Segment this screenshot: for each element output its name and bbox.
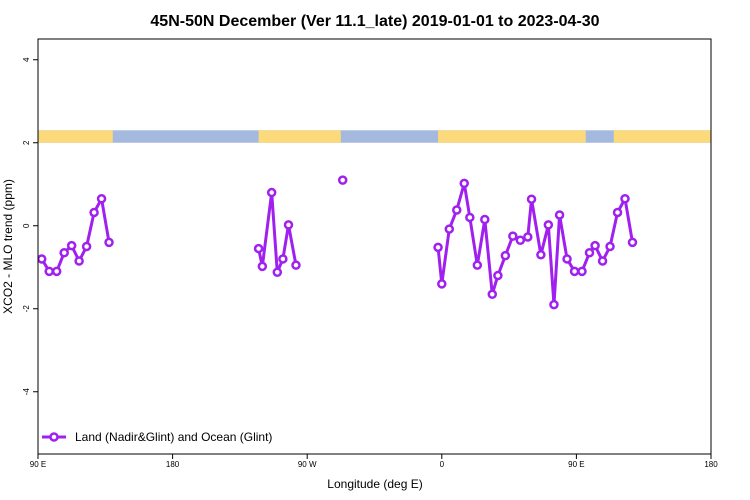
data-point [452,205,462,215]
data-point [459,178,469,189]
data-point [253,243,264,254]
data-point [508,231,518,241]
data-point [433,242,443,253]
data-point [104,237,114,248]
map-strip [38,130,711,143]
axis-ticks: 90 E 180 90 W 0 90 E 180 4 2 0 -2 -4 [22,57,718,469]
data-point [500,250,511,261]
data-point [272,267,283,277]
land-band [258,130,341,143]
y-axis-label: XCO2 - MLO trend (ppm) [1,179,15,314]
data-point [577,266,587,277]
x-tick-label: 180 [166,460,180,469]
series-line [257,191,298,274]
data-point [283,220,294,230]
legend-marker [49,432,59,442]
data-point [89,207,99,218]
data-point [569,266,580,277]
x-tick-label: 180 [704,460,718,469]
data-point [337,175,348,185]
x-tick-label: 90 E [568,460,584,469]
data-point [291,260,301,270]
data-point [605,241,615,252]
data-point [444,224,455,234]
land-band [38,130,113,143]
data-point [620,194,630,204]
data-point [515,235,526,246]
x-tick-label: 90 E [30,460,46,469]
data-point [74,256,84,266]
ocean-band [38,130,711,143]
y-tick-label: 0 [22,223,31,228]
data-point [266,187,277,198]
data-point [278,254,288,264]
data-point [523,232,533,242]
data-point [584,247,595,258]
data-point [38,254,47,264]
data-point [536,250,546,260]
land-band [613,130,711,143]
data-point [66,240,77,251]
data-point [59,247,69,258]
x-tick-label: 0 [440,460,445,469]
data-point [526,194,537,204]
data-point [549,299,559,310]
data-point [44,266,54,277]
legend: Land (Nadir&Glint) and Ocean (Glint) [42,430,272,444]
data-point [543,220,554,230]
y-tick-label: 2 [22,140,31,145]
data-point [597,256,608,266]
data-point [627,237,638,248]
y-tick-label: -2 [22,305,31,313]
data-point [590,240,600,251]
data-point [257,261,268,272]
data-point [487,289,498,299]
plot-frame [37,38,712,455]
data-point [480,214,490,225]
data-point [51,266,62,277]
data-point [96,194,107,204]
legend-label: Land (Nadir&Glint) and Ocean (Glint) [75,430,272,444]
x-tick-label: 90 W [298,460,317,469]
land-band [438,130,586,143]
y-tick-label: -4 [22,388,31,396]
data-point [437,279,447,289]
data-point [493,270,503,281]
y-tick-label: 4 [22,57,31,62]
data-point [612,207,623,218]
data-point [81,241,92,252]
series-layer [38,175,638,310]
data-point [465,212,475,223]
x-axis-label: Longitude (deg E) [327,477,422,491]
data-point [562,254,572,264]
data-point [554,210,565,220]
data-point [472,260,483,270]
chart-title: 45N-50N December (Ver 11.1_late) 2019-01… [150,13,599,30]
